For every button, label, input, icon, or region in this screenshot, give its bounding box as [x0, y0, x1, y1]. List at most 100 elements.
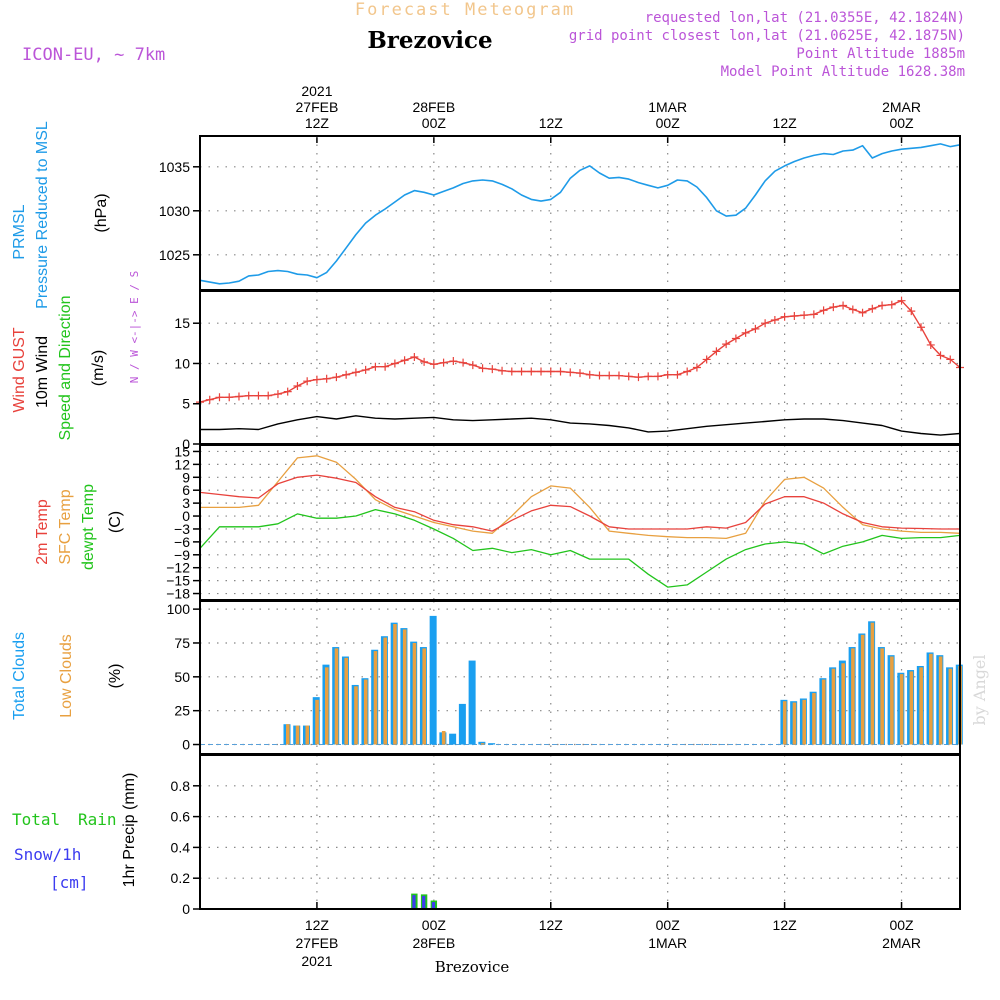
gust-marker: [488, 365, 497, 374]
gust-marker: [566, 368, 575, 377]
gust-marker: [624, 372, 633, 381]
temperature-ytick-label: 0: [182, 508, 190, 524]
wind-panel: 0 5 10 15: [174, 290, 964, 452]
low-cloud-bar: [285, 724, 290, 745]
requested-point: requested lon,lat (21.0355E, 42.1824N): [645, 10, 965, 26]
temperature-ytick-label: 12: [174, 456, 190, 472]
temperature-ytick-label: −18: [166, 586, 190, 602]
low-cloud-bar: [422, 648, 427, 745]
low-cloud-bar: [899, 674, 904, 745]
grid-point: grid point closest lon,lat (21.0625E, 42…: [569, 28, 965, 44]
wind-10m-label: 10m Wind: [34, 336, 51, 408]
gust-marker: [234, 392, 243, 401]
wind-unit: (m/s): [90, 350, 107, 386]
gust-marker: [390, 359, 399, 368]
gust-marker: [917, 323, 926, 332]
clouds-panel: 0 25 50 75 100: [167, 600, 963, 755]
pressure-line: [199, 143, 961, 285]
top-time-label: 12Z: [305, 115, 330, 131]
gust-marker: [663, 370, 672, 379]
gust-marker: [761, 319, 770, 328]
top-time-label: 27FEB: [296, 99, 339, 115]
gust-marker: [410, 353, 419, 362]
gust-marker: [731, 334, 740, 343]
low-cloud-bar: [782, 701, 787, 745]
low-cloud-bar: [909, 671, 914, 745]
temperature-ytick-label: −6: [174, 534, 190, 550]
gust-marker: [712, 347, 721, 356]
gust-marker: [332, 373, 341, 382]
gust-marker: [478, 364, 487, 373]
location-title: Brezovice: [367, 27, 492, 54]
low-cloud-bar: [402, 629, 407, 745]
precipitation-ytick-label: 0.4: [171, 839, 191, 855]
model-altitude: Model Point Altitude 1628.38m: [721, 64, 965, 80]
gust-marker: [381, 362, 390, 371]
gust-marker: [293, 382, 302, 391]
gust-marker: [653, 372, 662, 381]
top-time-label: 1MAR: [648, 99, 687, 115]
gust-marker: [225, 393, 234, 402]
gust-marker: [751, 324, 760, 333]
dewpoint-line: [199, 508, 961, 588]
gust-marker: [576, 369, 584, 378]
gust-marker: [215, 393, 224, 402]
bottom-time-label: 00Z: [656, 917, 681, 933]
pressure-ytick-label: 1025: [159, 247, 190, 263]
gust-marker: [878, 301, 887, 310]
wind-compass: N / W <-|-> E / S: [128, 271, 141, 384]
gust-marker: [790, 311, 799, 320]
gust-marker: [868, 304, 877, 313]
total-cloud-bar: [458, 703, 466, 745]
gust-marker: [936, 351, 945, 360]
temperature-panel-frame: [199, 444, 961, 601]
gust-marker: [498, 366, 507, 375]
gust-marker: [244, 391, 253, 400]
low-cloud-bar: [831, 668, 836, 745]
wind-speed-dir-label: Speed and Direction: [57, 296, 74, 441]
low-cloud-bar: [919, 667, 923, 745]
gust-marker: [351, 368, 360, 377]
gust-marker: [283, 387, 292, 396]
gust-marker: [312, 375, 321, 384]
wind-ytick-label: 15: [174, 315, 190, 331]
pressure-ytick-label: 1030: [159, 203, 190, 219]
temperature-ytick-label: −3: [174, 521, 190, 537]
precipitation-ytick-label: 0.8: [171, 778, 191, 794]
temperature-ytick-label: 15: [174, 443, 190, 459]
wind-ytick-label: 10: [174, 355, 190, 371]
bottom-time-label: 00Z: [422, 917, 447, 933]
top-time-label: 12Z: [773, 115, 798, 131]
gust-marker: [819, 306, 828, 315]
gust-marker: [420, 357, 429, 366]
footer-location: Brezovice: [435, 958, 510, 976]
low-cloud-bar: [812, 693, 816, 745]
gust-marker: [273, 390, 282, 399]
total-cloud-bar: [468, 660, 476, 745]
gust-marker: [449, 357, 458, 366]
gust-marker: [722, 340, 731, 349]
snow-bar: [422, 895, 426, 909]
gust-marker: [546, 367, 555, 376]
bottom-time-label: 00Z: [889, 917, 914, 933]
gust-line: [199, 300, 961, 403]
top-time-label: 28FEB: [412, 99, 455, 115]
snow-unit: [cm]: [50, 873, 89, 892]
clouds-ytick-label: 25: [174, 703, 190, 719]
temp-sfc-label: SFC Temp: [57, 489, 74, 564]
low-cloud-bar: [412, 642, 417, 745]
bottom-time-label: 27FEB: [296, 935, 339, 951]
gust-marker: [692, 363, 701, 372]
low-cloud-bar: [315, 699, 319, 745]
wind-ytick-label: 0: [182, 436, 190, 452]
temp-unit: (C): [107, 511, 124, 533]
temperature-ytick-label: −15: [166, 573, 190, 589]
pressure-panel-frame: [199, 135, 961, 291]
wind-gust-label: Wind GUST: [11, 327, 28, 413]
low-cloud-bar: [802, 699, 807, 745]
temp-dewpt-label: dewpt Temp: [80, 484, 97, 570]
pressure-label-prmsl: PRMSL: [11, 204, 28, 259]
gust-marker: [897, 296, 906, 305]
